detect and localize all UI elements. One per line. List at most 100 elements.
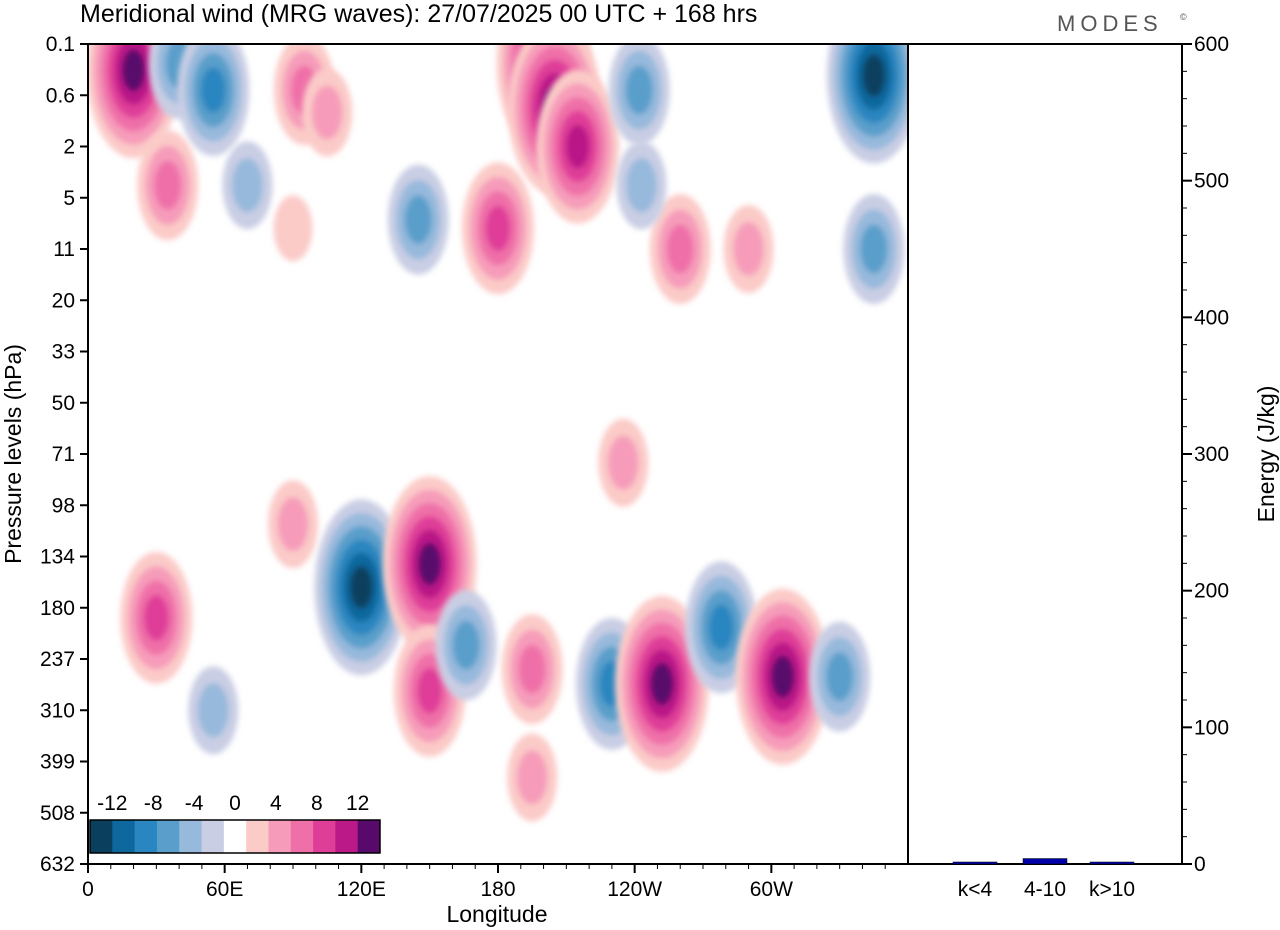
wind-contour bbox=[771, 655, 795, 699]
wind-contour bbox=[708, 604, 734, 651]
energy-category-label: k>10 bbox=[1089, 878, 1135, 901]
energy-tick-label: 200 bbox=[1194, 580, 1229, 603]
energy-tick-label: 0 bbox=[1194, 853, 1206, 876]
wind-contour bbox=[826, 652, 854, 702]
wind-contour bbox=[197, 683, 229, 738]
colorbar-frame bbox=[89, 819, 381, 854]
wind-contour bbox=[452, 620, 480, 670]
wind-feature bbox=[462, 162, 534, 295]
y-tick-label: 180 bbox=[40, 597, 75, 620]
colorbar-swatch bbox=[134, 820, 158, 853]
wind-contour bbox=[516, 750, 548, 805]
colorbar-swatch bbox=[313, 820, 336, 853]
y-axis-label: Pressure levels (hPa) bbox=[0, 344, 26, 564]
wind-contour bbox=[154, 160, 182, 210]
y-tick-label: 98 bbox=[52, 494, 75, 517]
wind-contour bbox=[666, 224, 694, 274]
wind-feature bbox=[302, 68, 353, 157]
y-tick-label: 5 bbox=[63, 187, 75, 210]
wind-feature bbox=[273, 195, 313, 262]
colorbar-swatch bbox=[290, 820, 314, 853]
colorbar-swatch bbox=[268, 820, 292, 853]
logo-mark: © bbox=[1180, 12, 1187, 22]
y-tick-label: 134 bbox=[40, 546, 75, 569]
energy-bar bbox=[952, 861, 998, 865]
wind-feature bbox=[501, 614, 563, 725]
colorbar-label: -12 bbox=[97, 792, 127, 815]
wind-feature bbox=[615, 595, 709, 772]
x-tick-label: 0 bbox=[82, 878, 94, 901]
wind-contour bbox=[404, 195, 432, 245]
energy-frame bbox=[907, 43, 1183, 865]
colorbar-swatch bbox=[112, 820, 136, 853]
colorbar-swatch bbox=[90, 820, 113, 853]
energy-bars: k<4 4-10 k>10 bbox=[952, 858, 1135, 901]
colorbar-swatch bbox=[335, 820, 359, 853]
wind-feature bbox=[435, 590, 497, 701]
wind-contour bbox=[733, 221, 764, 277]
wind-contour bbox=[277, 497, 309, 552]
wind-contour bbox=[625, 65, 653, 115]
wind-contour bbox=[417, 667, 443, 714]
colorbar: -12 -8 -4 0 4 8 12 bbox=[89, 792, 381, 854]
energy-axes: 0 100 200 300 400 500 600 bbox=[1182, 33, 1229, 876]
wind-contour bbox=[418, 542, 442, 586]
colorbar-label: -8 bbox=[144, 792, 163, 815]
colorbar-swatch bbox=[156, 820, 180, 853]
energy-axis-label: Energy (J/kg) bbox=[1253, 386, 1279, 523]
y-tick-label: 20 bbox=[52, 289, 75, 312]
wind-contour bbox=[862, 54, 886, 97]
x-axis-label: Longitude bbox=[446, 901, 547, 927]
wind-contour bbox=[626, 158, 657, 213]
y-tick-label: 632 bbox=[40, 853, 75, 876]
energy-category-label: 4-10 bbox=[1024, 878, 1066, 901]
colorbar-swatch bbox=[246, 820, 269, 853]
x-tick-label: 60E bbox=[206, 878, 243, 901]
y-tick-label: 310 bbox=[40, 699, 75, 722]
energy-bar bbox=[1022, 858, 1068, 865]
wind-feature bbox=[137, 130, 199, 241]
y-tick-label: 2 bbox=[63, 136, 75, 159]
y-tick-label: 71 bbox=[52, 443, 75, 466]
colorbar-swatch bbox=[357, 820, 381, 853]
wind-feature bbox=[188, 666, 239, 755]
wind-feature bbox=[685, 561, 758, 694]
colorbar-label: 12 bbox=[346, 792, 369, 815]
energy-panel: k<4 4-10 k>10 0 100 200 300 400 500 600 bbox=[907, 33, 1229, 901]
wind-feature bbox=[608, 44, 670, 146]
x-tick-label: 120W bbox=[607, 878, 662, 901]
x-tick-label: 180 bbox=[480, 878, 515, 901]
wind-contour bbox=[565, 124, 590, 169]
wind-feature bbox=[843, 194, 905, 304]
modes-logo: MODES © bbox=[1057, 11, 1187, 36]
wind-contour bbox=[311, 85, 343, 140]
y-tick-label: 508 bbox=[40, 802, 75, 825]
wind-feature bbox=[120, 551, 193, 684]
wind-feature bbox=[735, 588, 830, 765]
wind-feature bbox=[809, 621, 871, 732]
wind-feature bbox=[649, 194, 711, 304]
colorbar-label: 4 bbox=[270, 792, 282, 815]
wind-feature bbox=[222, 141, 273, 230]
colorbar-label: 8 bbox=[311, 792, 323, 815]
y-tick-label: 399 bbox=[40, 751, 75, 774]
wind-contour bbox=[143, 594, 169, 641]
wind-feature bbox=[723, 205, 774, 293]
colorbar-label: -4 bbox=[185, 792, 204, 815]
y-tick-label: 11 bbox=[53, 238, 75, 261]
wind-contour bbox=[650, 662, 674, 706]
energy-tick-label: 600 bbox=[1194, 33, 1229, 56]
wind-feature bbox=[387, 164, 449, 275]
logo-text: MODES bbox=[1057, 11, 1163, 36]
energy-tick-label: 500 bbox=[1194, 170, 1229, 193]
energy-tick-label: 100 bbox=[1194, 716, 1229, 739]
colorbar-swatch bbox=[179, 820, 203, 853]
wind-contour bbox=[485, 205, 511, 252]
wind-contour bbox=[518, 644, 546, 694]
wind-contour bbox=[232, 158, 263, 213]
heatmap-field bbox=[88, 44, 908, 822]
colorbar-swatch bbox=[223, 820, 247, 853]
wind-feature bbox=[598, 418, 649, 507]
wind-contour bbox=[273, 195, 313, 262]
energy-tick-label: 400 bbox=[1194, 306, 1229, 329]
